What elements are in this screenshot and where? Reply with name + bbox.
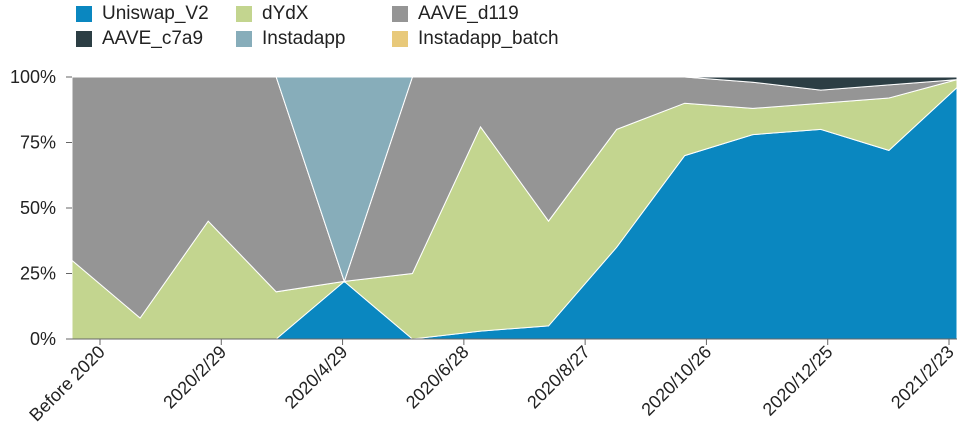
legend-item-aave-c7a9: AAVE_c7a9 <box>76 27 203 51</box>
y-axis: 0% 25% 50% 75% 100% <box>10 67 72 349</box>
legend-item-instadapp: Instadapp <box>236 27 345 51</box>
legend-label: AAVE_d119 <box>418 3 519 24</box>
y-tick-label: 0% <box>30 329 56 349</box>
x-tick-label: 2020/10/26 <box>637 342 715 420</box>
x-tick-label: 2020/12/25 <box>759 342 837 420</box>
legend-label: Instadapp <box>262 28 346 49</box>
legend-item-aave-d119: AAVE_d119 <box>392 2 519 26</box>
legend-label: dYdX <box>262 3 309 24</box>
x-tick-label: 2020/4/29 <box>281 342 352 413</box>
y-tick-label: 25% <box>20 264 56 284</box>
x-tick-label: Before 2020 <box>25 342 108 425</box>
y-tick-label: 75% <box>20 133 56 153</box>
x-tick-label: 2020/2/29 <box>159 342 230 413</box>
legend-swatch <box>236 31 252 47</box>
legend-swatch <box>392 31 408 47</box>
x-axis: Before 2020 2020/2/29 2020/4/29 2020/6/28 20… <box>25 338 958 425</box>
chart-areas <box>71 76 958 340</box>
legend-label: Uniswap_V2 <box>102 3 209 24</box>
x-tick-label: 2021/2/23 <box>887 342 958 413</box>
legend-item-uniswap-v2: Uniswap_V2 <box>76 2 209 26</box>
legend-label: AAVE_c7a9 <box>102 28 204 49</box>
legend-label: Instadapp_batch <box>418 28 559 49</box>
y-tick-label: 100% <box>10 67 56 87</box>
legend-swatch <box>76 31 92 47</box>
legend-swatch <box>392 6 408 22</box>
legend-item-dydx: dYdX <box>236 2 308 26</box>
legend-swatch <box>76 6 92 22</box>
x-tick-label: 2020/6/28 <box>402 342 473 413</box>
legend-swatch <box>236 6 252 22</box>
legend-item-instadapp-batch: Instadapp_batch <box>392 27 559 51</box>
y-tick-label: 50% <box>20 198 56 218</box>
chart-legend: Uniswap_V2 dYdX AAVE_d119 AAVE_c7a9 Instadap… <box>76 2 636 52</box>
x-tick-label: 2020/8/27 <box>523 342 594 413</box>
